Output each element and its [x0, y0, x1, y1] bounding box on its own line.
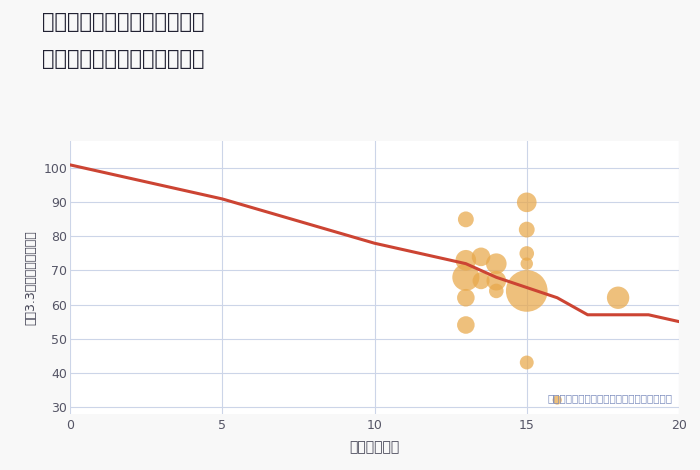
Point: [521, 250, 532, 257]
Point: [491, 277, 502, 284]
Point: [491, 287, 502, 295]
Point: [612, 294, 624, 302]
Point: [461, 294, 472, 302]
Point: [521, 198, 532, 206]
Point: [521, 287, 532, 295]
Point: [475, 277, 486, 284]
Point: [461, 216, 472, 223]
Point: [461, 321, 472, 329]
Point: [461, 274, 472, 281]
Text: 駅距離別中古マンション価格: 駅距離別中古マンション価格: [42, 49, 204, 70]
Point: [491, 260, 502, 267]
Point: [475, 253, 486, 260]
Point: [521, 359, 532, 366]
Text: 兵庫県宝塚市南ひばりガ丘の: 兵庫県宝塚市南ひばりガ丘の: [42, 12, 204, 32]
Point: [521, 226, 532, 233]
Point: [461, 257, 472, 264]
Y-axis label: 坪（3.3㎡）単価（万円）: 坪（3.3㎡）単価（万円）: [25, 230, 38, 325]
Text: 円の大きさは、取引のあった物件面積を示す: 円の大きさは、取引のあった物件面積を示す: [548, 393, 673, 403]
Point: [552, 396, 563, 404]
X-axis label: 駅距離（分）: 駅距離（分）: [349, 440, 400, 454]
Point: [521, 260, 532, 267]
